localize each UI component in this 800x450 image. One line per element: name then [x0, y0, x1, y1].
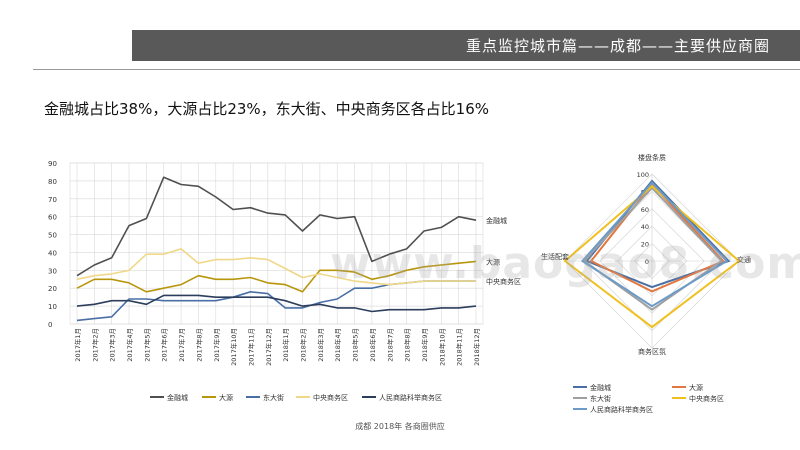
y-tick-label: 90 [48, 160, 57, 168]
y-tick-label: 40 [48, 249, 57, 257]
x-tick-label: 2018年6月 [368, 328, 377, 362]
legend-label: 大源 [219, 393, 233, 402]
x-tick-label: 2017年12月 [264, 328, 273, 366]
legend-label: 中央商务区 [313, 393, 348, 402]
title-bar: 重点监控城市篇——成都——主要供应商圈 [132, 30, 800, 61]
radar-series [563, 184, 741, 329]
legend-label: 东大街 [263, 393, 284, 402]
radar-legend-label: 大源 [689, 383, 703, 392]
radar-axis-label: 交通 [737, 255, 751, 264]
page-subtitle: 金融城占比38%，大源占比23%，东大街、中央商务区各占比16% [44, 100, 490, 118]
x-tick-label: 2017年8月 [194, 328, 203, 362]
legend-label: 金融城 [167, 393, 188, 402]
x-tick-label: 2017年3月 [108, 328, 117, 362]
radar-tick-label: 60 [641, 206, 649, 214]
y-tick-label: 0 [48, 321, 52, 329]
y-tick-label: 10 [48, 303, 57, 311]
x-tick-label: 2017年1月 [73, 328, 82, 362]
series-line [76, 248, 476, 286]
radar-series [582, 186, 724, 311]
x-tick-label: 2018年11月 [455, 328, 464, 366]
radar-tick-label: 0 [645, 258, 649, 266]
radar-axis-label: 生活配套 [541, 252, 569, 261]
title-divider [33, 69, 800, 70]
y-tick-label: 70 [48, 196, 57, 204]
x-tick-label: 2018年7月 [385, 328, 394, 362]
radar-legend-label: 东大街 [590, 394, 611, 403]
radar-series [580, 181, 729, 308]
x-tick-label: 2017年7月 [177, 328, 186, 362]
radar-legend-label: 金融城 [590, 383, 611, 392]
radar-tick-label: 40 [641, 223, 649, 231]
x-tick-label: 2017年6月 [160, 328, 169, 362]
y-tick-label: 80 [48, 178, 57, 186]
x-tick-label: 2018年3月 [316, 328, 325, 362]
x-tick-label: 2017年10月 [229, 328, 238, 366]
radar-axis-label: 商务区氛 [638, 347, 666, 356]
x-tick-label: 2018年1月 [281, 328, 290, 362]
x-tick-label: 2017年9月 [212, 328, 221, 362]
x-tick-label: 2018年4月 [333, 328, 342, 362]
x-tick-label: 2018年2月 [299, 328, 308, 362]
y-tick-label: 50 [48, 232, 57, 240]
x-tick-label: 2017年2月 [90, 328, 99, 362]
x-tick-label: 2017年4月 [125, 328, 134, 362]
series-line [76, 294, 477, 313]
x-tick-label: 2017年11月 [246, 328, 255, 366]
y-tick-label: 20 [48, 285, 57, 293]
radar-tick-label: 100 [637, 171, 649, 179]
series-line [76, 176, 477, 277]
y-tick-label: 30 [48, 267, 57, 275]
x-tick-label: 2017年5月 [142, 328, 151, 362]
radar-legend-label: 中央商务区 [689, 394, 724, 403]
radar-axis-label: 楼盘条质 [638, 153, 666, 162]
chart-caption: 成都 2018年 各商圈供应 [355, 422, 445, 431]
x-tick-label: 2018年8月 [403, 328, 412, 362]
series-end-label: 大源 [486, 257, 500, 266]
x-tick-label: 2018年5月 [351, 328, 360, 362]
plot-frame [69, 162, 484, 325]
series-end-label: 金融城 [486, 216, 507, 225]
x-tick-label: 2018年10月 [437, 328, 446, 366]
legend-label: 人民商路科举商务区 [379, 393, 442, 402]
page-title: 重点监控城市篇——成都——主要供应商圈 [465, 37, 770, 55]
series-end-label: 中央商务区 [486, 277, 521, 286]
radar-legend-label: 人民商路科举商务区 [590, 405, 653, 414]
radar-series [589, 182, 726, 293]
x-tick-label: 2018年9月 [420, 328, 429, 362]
radar-tick-label: 20 [641, 241, 649, 249]
series-line [76, 260, 477, 293]
x-tick-label: 2018年12月 [472, 328, 481, 366]
y-tick-label: 60 [48, 214, 57, 222]
